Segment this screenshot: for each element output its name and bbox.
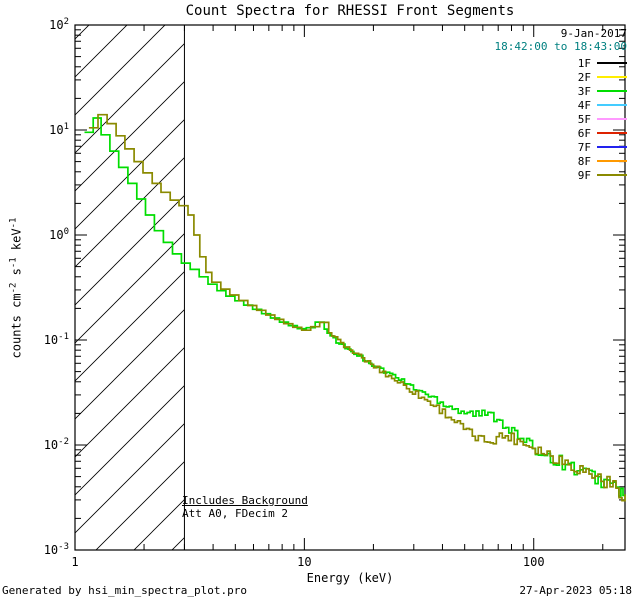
legend-label: 3F — [577, 84, 591, 98]
legend-color-line — [597, 118, 627, 120]
legend-color-line — [597, 160, 627, 162]
observation-time-range: 18:42:00 to 18:43:00 — [494, 40, 627, 53]
legend-item: 7F — [578, 140, 627, 154]
legend-label: 1F — [577, 56, 591, 70]
annotation-attenuator-state: Att A0, FDecim 2 — [182, 507, 288, 520]
legend-item: 6F — [578, 126, 627, 140]
legend-color-line — [597, 76, 627, 78]
svg-text:10-2: 10-2 — [44, 437, 69, 452]
legend-label: 2F — [577, 70, 591, 84]
legend-color-line — [597, 132, 627, 134]
legend-color-line — [597, 174, 627, 176]
y-axis-label: counts cm-2 s-1 keV-1 — [8, 217, 24, 359]
legend-color-line — [597, 104, 627, 106]
svg-text:102: 102 — [49, 17, 69, 32]
svg-text:10: 10 — [297, 555, 311, 569]
svg-text:100: 100 — [49, 227, 69, 242]
annotation-includes-background: Includes Background — [182, 494, 308, 507]
legend-item: 8F — [578, 154, 627, 168]
legend-item: 3F — [578, 84, 627, 98]
legend-label: 9F — [577, 168, 591, 182]
legend-label: 7F — [577, 140, 591, 154]
svg-text:1: 1 — [71, 555, 78, 569]
svg-text:10-1: 10-1 — [44, 332, 69, 347]
legend-label: 5F — [577, 112, 591, 126]
detector-legend: 1F 2F 3F 4F 5F 6F 7F 8F 9F — [578, 56, 627, 182]
svg-text:100: 100 — [523, 555, 545, 569]
legend-label: 8F — [577, 154, 591, 168]
legend-label: 6F — [577, 126, 591, 140]
legend-color-line — [597, 90, 627, 92]
legend-label: 4F — [577, 98, 591, 112]
observation-date: 9-Jan-2017 — [560, 27, 627, 40]
legend-item: 4F — [578, 98, 627, 112]
legend-color-line — [597, 146, 627, 148]
chart-title: Count Spectra for RHESSI Front Segments — [185, 3, 515, 19]
legend-color-line — [597, 62, 627, 64]
plot-timestamp: 27-Apr-2023 05:18 — [519, 584, 632, 597]
svg-text:10-3: 10-3 — [44, 542, 69, 557]
legend-item: 2F — [578, 70, 627, 84]
legend-item: 5F — [578, 112, 627, 126]
x-axis-label: Energy (keV) — [306, 571, 394, 585]
legend-item: 1F — [578, 56, 627, 70]
legend-item: 9F — [578, 168, 627, 182]
generated-by-label: Generated by hsi_min_spectra_plot.pro — [2, 584, 248, 597]
svg-text:101: 101 — [49, 122, 69, 137]
